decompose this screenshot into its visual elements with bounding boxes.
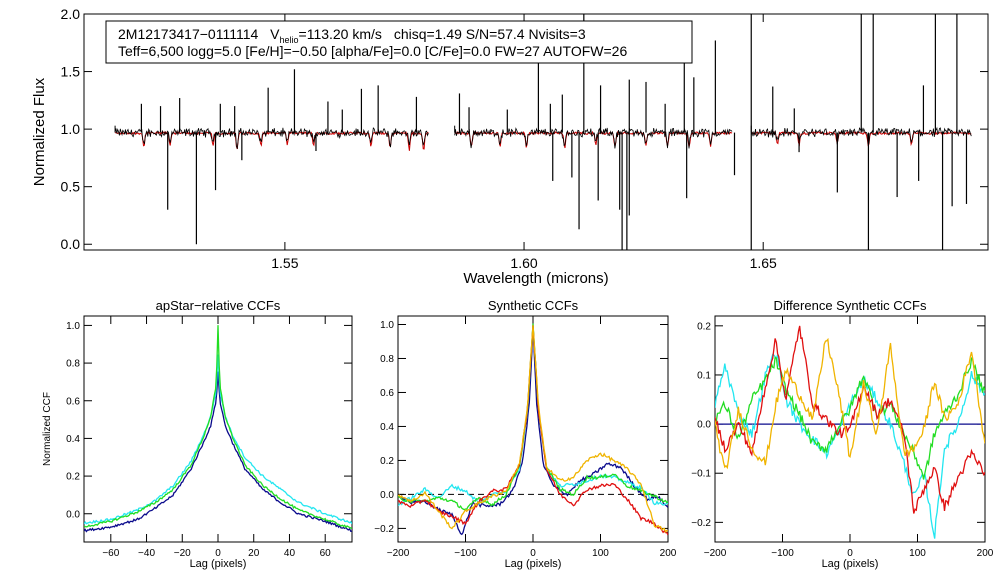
y-tick-label: 0.0 xyxy=(697,420,711,431)
y-tick-label: 0.2 xyxy=(697,321,711,332)
y-tick-label: 2.0 xyxy=(61,6,81,22)
annotation-line-1: 2M12173417−0111114 Vhelio=113.20 km/s ch… xyxy=(118,26,586,45)
x-tick-label: 0 xyxy=(215,548,221,559)
y-tick-label: 0.2 xyxy=(380,456,394,467)
x-axis-label: Lag (pixels) xyxy=(505,558,562,570)
ccf-series-orange xyxy=(398,325,668,534)
observed-spectrum-line xyxy=(454,127,733,149)
annotation-vhelio-value: =113.20 km/s xyxy=(299,26,382,42)
y-tick-label: 0.6 xyxy=(66,396,80,407)
x-tick-label: 100 xyxy=(592,548,609,559)
x-tick-label: 100 xyxy=(909,548,926,559)
x-tick-label: 1.60 xyxy=(510,255,537,271)
y-tick-label: 1.0 xyxy=(380,320,394,331)
ccf-series-orange xyxy=(715,337,985,470)
y-axis-label: Normalized Flux xyxy=(31,77,48,186)
x-tick-label: −100 xyxy=(771,548,794,559)
ccf-series-navy xyxy=(398,325,668,536)
y-tick-label: 0.4 xyxy=(66,434,80,445)
y-tick-label: −0.1 xyxy=(691,469,711,480)
annotation-star-id: 2M12173417−0111114 xyxy=(118,26,258,42)
x-axis-label: Lag (pixels) xyxy=(822,558,879,570)
y-tick-label: 0.2 xyxy=(66,472,80,483)
plot-frame xyxy=(83,13,989,251)
x-axis-label: Wavelength (microns) xyxy=(463,270,608,287)
y-tick-label: 0.1 xyxy=(697,370,711,381)
annotation-fit-stats: chisq=1.49 S/N=57.4 Nvisits=3 xyxy=(394,26,586,42)
x-tick-label: −200 xyxy=(704,548,727,559)
x-tick-label: 20 xyxy=(248,548,260,559)
y-tick-label: 1.0 xyxy=(61,121,81,137)
spectrum-panel: 1.55 1.60 1.65 0.0 0.5 1.0 1.5 2.0 Wavelength (m… xyxy=(31,6,989,287)
x-tick-label: 200 xyxy=(660,548,677,559)
panel-title: Synthetic CCFs xyxy=(488,298,579,313)
y-tick-label: 1.0 xyxy=(66,321,80,332)
x-tick-label: 60 xyxy=(320,548,332,559)
apstar-ccf-panel: −60 −40 −20 0 20 40 60 0.0 0.2 0.4 0.6 0.8 1.0 apStar… xyxy=(42,298,353,570)
ccf-series-green xyxy=(84,325,352,530)
ccf-series-red xyxy=(715,325,985,514)
x-tick-label: −200 xyxy=(387,548,410,559)
y-tick-label: 0.0 xyxy=(61,236,81,252)
difference-ccf-panel: −200 −100 0 100 200 −0.2 −0.1 0.0 0.1 0.2 Differen… xyxy=(691,298,994,570)
y-tick-label: 0.5 xyxy=(61,179,81,195)
y-tick-label: 0.0 xyxy=(66,509,80,520)
y-tick-label: 0.4 xyxy=(380,422,394,433)
y-axis-label: Normalized CCF xyxy=(42,392,53,466)
x-tick-label: 40 xyxy=(284,548,296,559)
x-tick-label: −100 xyxy=(454,548,477,559)
x-tick-label: −40 xyxy=(138,548,155,559)
annotation-vhelio-subscript: helio xyxy=(280,35,299,45)
panel-title: Difference Synthetic CCFs xyxy=(774,298,927,313)
synthetic-ccf-panel: −200 −100 0 100 200 −0.2 0.0 0.2 0.4 0.6 0.8 1.0 Syn… xyxy=(374,298,677,570)
ccf-series-green xyxy=(398,323,668,511)
plot-frame xyxy=(397,315,669,543)
x-tick-label: 0 xyxy=(530,548,536,559)
annotation-vhelio-symbol: V xyxy=(270,26,280,42)
y-tick-label: −0.2 xyxy=(374,524,394,535)
ccf-series-cyan xyxy=(84,354,352,525)
spectrum-annotation: 2M12173417−0111114 Vhelio=113.20 km/s ch… xyxy=(105,20,693,64)
x-tick-label: 1.65 xyxy=(750,255,777,271)
y-tick-label: 0.0 xyxy=(380,490,394,501)
ccf-series-navy xyxy=(84,371,352,533)
annotation-box xyxy=(105,20,693,64)
y-tick-label: 0.8 xyxy=(380,354,394,365)
ccf-series-green xyxy=(715,356,985,480)
x-tick-label: 1.55 xyxy=(271,255,298,271)
ccf-series-red xyxy=(398,325,668,536)
y-tick-label: −0.2 xyxy=(691,518,711,529)
observed-spectrum-line xyxy=(114,126,429,149)
x-axis-label: Lag (pixels) xyxy=(190,558,247,570)
panel-title: apStar−relative CCFs xyxy=(156,298,281,313)
annotation-line-2: Teff=6,500 logg=5.0 [Fe/H]=−0.50 [alpha/… xyxy=(118,43,627,59)
x-tick-label: 200 xyxy=(977,548,994,559)
y-tick-label: 0.6 xyxy=(380,388,394,399)
y-tick-label: 1.5 xyxy=(61,63,81,79)
x-tick-label: −60 xyxy=(102,548,119,559)
x-tick-label: −20 xyxy=(174,548,191,559)
y-tick-label: 0.8 xyxy=(66,359,80,370)
x-tick-label: 0 xyxy=(847,548,853,559)
ccf-series-cyan xyxy=(715,353,985,539)
